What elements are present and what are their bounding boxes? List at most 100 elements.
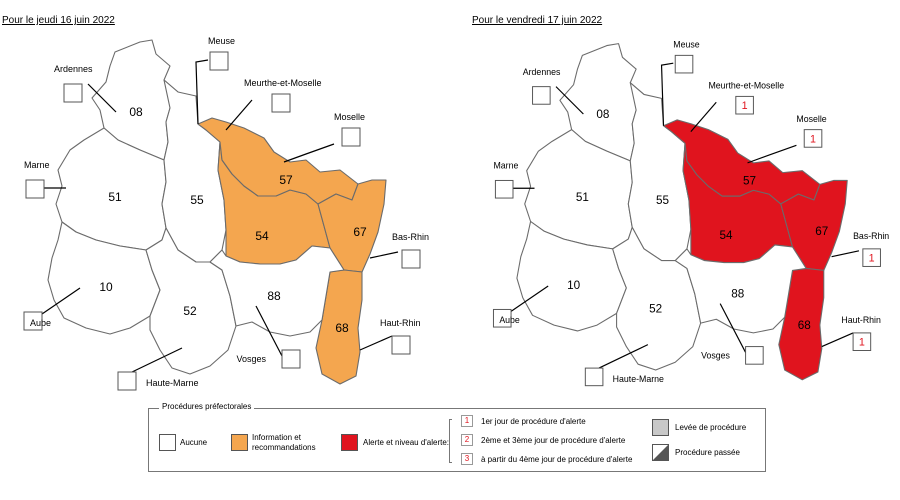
right-box-aube [492,308,512,328]
right-label-bas-rhin: Bas-Rhin [853,231,889,241]
legend: Procédures préfectorales Aucune Informat… [148,402,766,472]
right-dept-code-68: 68 [798,319,812,332]
left-box-aube [23,311,43,331]
left-dept-code-10: 10 [99,280,113,294]
right-dept-code-51: 51 [576,191,589,204]
left-box-marne [25,179,45,199]
left-leader-aube [41,287,81,315]
legend-label-alert: Alerte et niveau d'alerte: [363,438,450,447]
right-label-haut-rhin: Haut-Rhin [841,315,881,325]
right-label-meurthe-et-moselle: Meurthe-et-Moselle [708,81,784,91]
left-dept-code-54: 54 [255,229,269,243]
right-leader-meurthe-et-moselle [690,101,717,132]
right-dept-10 [516,220,627,332]
left-box-ardennes [63,83,83,103]
right-box-meurthe-et-moselle [735,95,754,115]
right-leader-haute-marne [598,344,649,369]
left-box-meuse [209,51,229,71]
left-leader-meuse [195,59,209,125]
right-box-bas-rhin [862,248,881,267]
left-box-meurthe-et-moselle [271,93,291,113]
right-dept-code-57: 57 [743,174,756,187]
left-label-meuse: Meuse [208,36,235,46]
legend-swatch-alert [341,434,358,451]
right-dept-code-54: 54 [720,229,734,242]
right-dept-code-08: 08 [596,108,610,121]
left-box-bas-rhin [401,249,421,269]
left-dept-code-68: 68 [335,321,349,335]
right-box-moselle [803,129,823,148]
left-label-aube: Aube [30,318,51,328]
left-box-moselle [341,127,361,147]
left-label-haute-marne: Haute-Marne [146,378,199,388]
legend-label-none: Aucune [180,438,208,447]
legend-day-1-label: 1er jour de procédure d'alerte [481,417,586,426]
right-label-meuse: Meuse [673,40,699,50]
right-box-marne [494,179,514,199]
right-dept-code-67: 67 [815,225,828,238]
map-left: 08 51 55 54 57 67 68 10 52 88 Ardennes Marne Meuse Me… [23,36,429,391]
legend-label-past: Procédure passée [675,448,740,457]
left-dept-55 [161,79,227,263]
right-label-moselle: Moselle [796,114,826,124]
left-leader-haute-marne [131,347,183,373]
left-box-haute-marne [117,371,137,391]
right-box-vosges [745,346,764,365]
map-right: 08 51 55 54 57 67 68 10 52 88 Ardennes Marne Meuse 1 M… [492,40,889,387]
left-leader-bas-rhin [369,251,399,259]
left-dept-10 [47,221,161,335]
left-leader-meurthe-et-moselle [225,99,253,131]
legend-label-information-line2: recommandations [252,443,316,452]
right-leader-vosges [719,303,747,353]
legend-day-3-box: 3 [461,453,473,465]
legend-day-2-label: 2ème et 3ème jour de procédure d'alerte [481,436,626,445]
right-box-ardennes [532,86,551,105]
legend-day-2-box: 2 [461,434,473,446]
right-box-day-meurthe-et-moselle: 1 [742,100,748,112]
left-label-ardennes: Ardennes [54,64,93,74]
left-dept-88 [209,245,345,337]
legend-swatch-past [652,444,669,461]
right-label-vosges: Vosges [701,350,730,360]
right-dept-code-55: 55 [656,194,670,207]
right-dept-code-52: 52 [649,302,662,315]
right-label-ardennes: Ardennes [523,67,561,77]
right-label-marne: Marne [493,161,518,171]
left-dept-code-67: 67 [353,225,367,239]
left-label-bas-rhin: Bas-Rhin [392,232,429,242]
legend-day-3-label: à partir du 4ème jour de procédure d'ale… [481,455,633,464]
right-dept-code-88: 88 [731,288,745,301]
left-dept-code-08: 08 [129,105,143,119]
left-label-vosges: Vosges [236,354,266,364]
left-label-marne: Marne [24,160,50,170]
left-dept-code-52: 52 [183,304,197,318]
legend-swatch-none [159,434,176,451]
left-label-haut-rhin: Haut-Rhin [380,318,421,328]
legend-bracket [449,419,452,463]
right-leader-moselle [747,144,797,164]
map-title-right: Pour le vendredi 17 juin 2022 [472,15,603,26]
legend-swatch-information [231,434,248,451]
legend-label-information: Information et recommandations [252,433,316,453]
right-dept-88 [674,244,807,334]
legend-title: Procédures préfectorales [159,402,255,411]
right-leader-aube [510,285,549,312]
right-dept-code-10: 10 [567,279,581,292]
right-label-haute-marne: Haute-Marne [613,374,664,384]
right-leader-bas-rhin [831,250,860,258]
right-box-day-moselle: 1 [810,133,816,145]
left-dept-code-88: 88 [267,289,281,303]
legend-day-1-box: 1 [461,415,473,427]
right-box-day-haut-rhin: 1 [859,337,865,349]
left-leader-ardennes [87,83,117,113]
right-box-haute-marne [584,367,604,387]
right-box-haut-rhin [852,332,872,351]
legend-label-lifted: Levée de procédure [675,423,747,432]
left-dept-code-51: 51 [108,190,122,204]
left-box-vosges [281,349,301,369]
left-label-meurthe-et-moselle: Meurthe-et-Moselle [244,78,322,88]
right-box-day-bas-rhin: 1 [869,253,875,265]
right-leader-ardennes [555,86,584,115]
right-label-aube: Aube [499,315,520,325]
right-box-meuse [674,54,694,74]
